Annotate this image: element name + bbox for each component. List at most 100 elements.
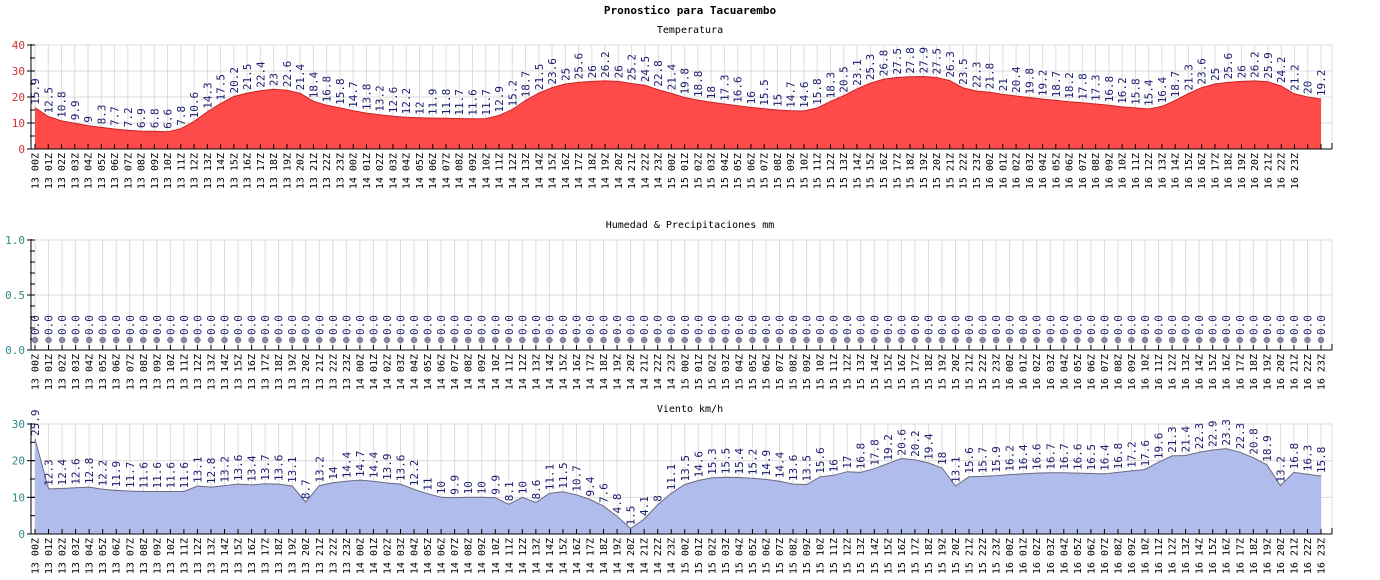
x-tick-label: 14 14Z bbox=[545, 538, 556, 574]
x-tick-label: 16 01Z bbox=[1019, 354, 1030, 390]
x-tick-label: 16 11Z bbox=[1131, 153, 1142, 189]
x-tick-label: 16 17Z bbox=[1235, 354, 1246, 390]
data-label: 0.0 bbox=[340, 315, 353, 335]
data-point bbox=[1033, 336, 1040, 344]
data-label: 26.2 bbox=[599, 51, 612, 78]
x-tick-label: 14 02Z bbox=[375, 153, 386, 189]
x-tick-label: 15 13Z bbox=[856, 354, 867, 390]
data-label: 0.0 bbox=[313, 315, 326, 335]
data-label: 14.9 bbox=[760, 450, 773, 477]
data-label: 17 bbox=[841, 455, 854, 468]
x-tick-label: 15 11Z bbox=[829, 538, 840, 574]
data-label: 22.4 bbox=[254, 61, 267, 88]
x-tick-label: 16 04Z bbox=[1059, 354, 1070, 390]
data-point bbox=[667, 336, 675, 344]
data-label: 0.0 bbox=[1207, 315, 1220, 335]
data-label: 11 bbox=[422, 477, 435, 490]
data-label: 0.0 bbox=[43, 315, 56, 335]
x-tick-label: 15 15Z bbox=[883, 354, 894, 390]
data-label: 18.7 bbox=[1169, 71, 1182, 98]
data-point bbox=[356, 336, 364, 344]
x-tick-label: 16 20Z bbox=[1250, 153, 1261, 189]
data-label: 13.5 bbox=[801, 455, 814, 482]
data-label: 13.2 bbox=[219, 456, 232, 483]
data-label: 0.0 bbox=[1139, 315, 1152, 335]
x-tick-label: 13 07Z bbox=[125, 354, 136, 390]
data-label: 11.6 bbox=[151, 462, 164, 489]
data-point bbox=[1209, 336, 1216, 344]
data-label: 23.6 bbox=[1196, 58, 1209, 85]
data-point bbox=[153, 336, 161, 344]
data-label: 11.1 bbox=[543, 464, 556, 491]
x-tick-label: 13 19Z bbox=[282, 153, 293, 189]
x-tick-label: 14 04Z bbox=[410, 354, 421, 390]
data-label: 15.8 bbox=[811, 78, 824, 105]
x-tick-label: 15 02Z bbox=[693, 153, 704, 189]
data-label: 0.0 bbox=[327, 315, 340, 335]
data-point bbox=[816, 336, 824, 344]
x-tick-label: 13 14Z bbox=[220, 538, 231, 574]
x-tick-label: 15 05Z bbox=[748, 538, 759, 574]
data-label: 0.0 bbox=[692, 315, 705, 335]
data-label: 13.2 bbox=[374, 85, 387, 112]
data-label: 15.8 bbox=[334, 78, 347, 105]
x-tick-label: 14 02Z bbox=[383, 354, 394, 390]
data-label: 14.3 bbox=[201, 82, 214, 109]
data-label: 0.0 bbox=[584, 315, 597, 335]
x-tick-label: 15 21Z bbox=[965, 538, 976, 574]
x-tick-label: 15 07Z bbox=[775, 538, 786, 574]
data-label: 17.6 bbox=[1139, 440, 1152, 467]
x-tick-label: 14 15Z bbox=[558, 538, 569, 574]
data-label: 16.4 bbox=[1098, 444, 1111, 471]
data-label: 17.3 bbox=[718, 75, 731, 102]
data-point bbox=[519, 336, 526, 344]
data-point bbox=[1141, 336, 1149, 344]
data-point bbox=[329, 336, 337, 344]
y-tick-label: 0.5 bbox=[5, 289, 25, 302]
x-tick-label: 15 01Z bbox=[694, 538, 705, 574]
data-label: 27.5 bbox=[931, 48, 944, 75]
data-label: 9.9 bbox=[449, 475, 462, 495]
data-label: 0.0 bbox=[286, 315, 299, 335]
data-label: 21.3 bbox=[1166, 426, 1179, 453]
data-label: 17.5 bbox=[215, 74, 228, 101]
data-label: 0.0 bbox=[895, 315, 908, 335]
data-label: 24.2 bbox=[1275, 57, 1288, 84]
data-label: 26.2 bbox=[1249, 51, 1262, 78]
x-tick-label: 16 20Z bbox=[1276, 354, 1287, 390]
x-tick-label: 14 04Z bbox=[410, 538, 421, 574]
data-point bbox=[1019, 336, 1027, 344]
x-tick-label: 15 03Z bbox=[721, 538, 732, 574]
data-label: 0.0 bbox=[1288, 315, 1301, 335]
data-point bbox=[1101, 336, 1108, 344]
data-point bbox=[1168, 336, 1176, 344]
x-tick-label: 15 14Z bbox=[870, 354, 881, 390]
data-label: 8.7 bbox=[300, 479, 313, 499]
x-tick-label: 16 11Z bbox=[1154, 538, 1165, 574]
data-point bbox=[613, 336, 621, 344]
data-label: 6.6 bbox=[162, 109, 175, 129]
data-label: 13.6 bbox=[787, 455, 800, 482]
x-tick-label: 16 08Z bbox=[1113, 538, 1124, 574]
data-label: 0.0 bbox=[381, 315, 394, 335]
data-point bbox=[843, 336, 851, 344]
x-tick-label: 14 16Z bbox=[572, 538, 583, 574]
x-tick-label: 16 04Z bbox=[1059, 538, 1070, 574]
data-label: 10.6 bbox=[188, 92, 201, 119]
data-label: 26 bbox=[612, 65, 625, 78]
x-tick-label: 15 22Z bbox=[978, 538, 989, 574]
x-tick-label: 14 08Z bbox=[464, 538, 475, 574]
data-label: 0.0 bbox=[571, 315, 584, 335]
x-tick-label: 13 02Z bbox=[57, 153, 68, 189]
x-tick-label: 13 15Z bbox=[229, 153, 240, 189]
x-tick-label: 15 22Z bbox=[978, 354, 989, 390]
x-tick-label: 16 13Z bbox=[1157, 153, 1168, 189]
data-label: 13.2 bbox=[313, 456, 326, 483]
x-tick-label: 13 08Z bbox=[139, 538, 150, 574]
x-tick-label: 15 18Z bbox=[924, 354, 935, 390]
x-tick-label: 14 21Z bbox=[627, 153, 638, 189]
x-tick-label: 13 09Z bbox=[152, 354, 163, 390]
data-point bbox=[383, 336, 391, 344]
data-label: 27.8 bbox=[904, 47, 917, 74]
data-point bbox=[221, 336, 228, 344]
